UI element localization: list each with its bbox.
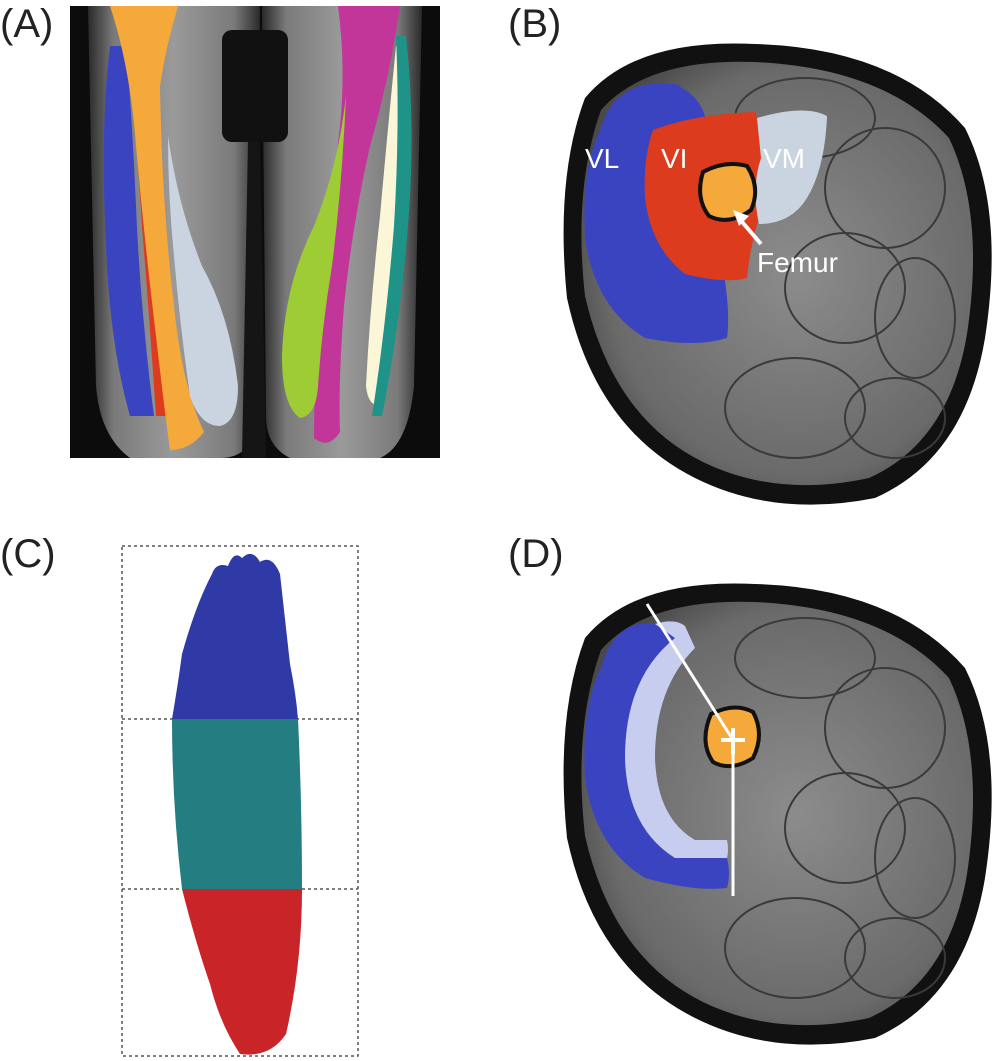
label-vl: VL	[585, 143, 619, 174]
panel-c-3d-muscle-render	[121, 545, 359, 1057]
crosshair-icon	[721, 728, 745, 754]
inner-ring	[625, 621, 728, 858]
panel-a-label: (A)	[0, 2, 54, 46]
reference-line	[645, 603, 735, 741]
panel-a-coronal-mri	[70, 6, 440, 458]
outer-ring	[584, 623, 729, 889]
muscle-cream-a	[366, 46, 406, 406]
region-distal	[182, 889, 302, 1055]
muscle-magenta-a	[314, 6, 400, 443]
muscle-vm-a	[168, 136, 238, 426]
panel-b-axial-mri: VL VI VM Femur	[563, 43, 992, 505]
label-femur: Femur	[757, 247, 838, 278]
muscle-vl-a	[103, 46, 154, 416]
label-vi: VI	[661, 143, 687, 174]
panel-d-label: (D)	[508, 532, 564, 576]
region-proximal	[172, 553, 298, 719]
region-middle	[172, 719, 302, 889]
panel-c-label: (C)	[0, 532, 56, 576]
bounding-box	[121, 545, 359, 1057]
panel-d-axial-mri	[563, 583, 992, 1045]
femur-a	[110, 6, 204, 450]
muscle-teal-a	[372, 36, 412, 416]
arrow-icon	[733, 210, 763, 246]
femur-b	[698, 162, 758, 222]
muscle-lime-a	[282, 96, 346, 418]
panel-b-label: (B)	[508, 2, 562, 46]
label-vm: VM	[763, 143, 805, 174]
muscle-vm-b	[755, 110, 827, 224]
